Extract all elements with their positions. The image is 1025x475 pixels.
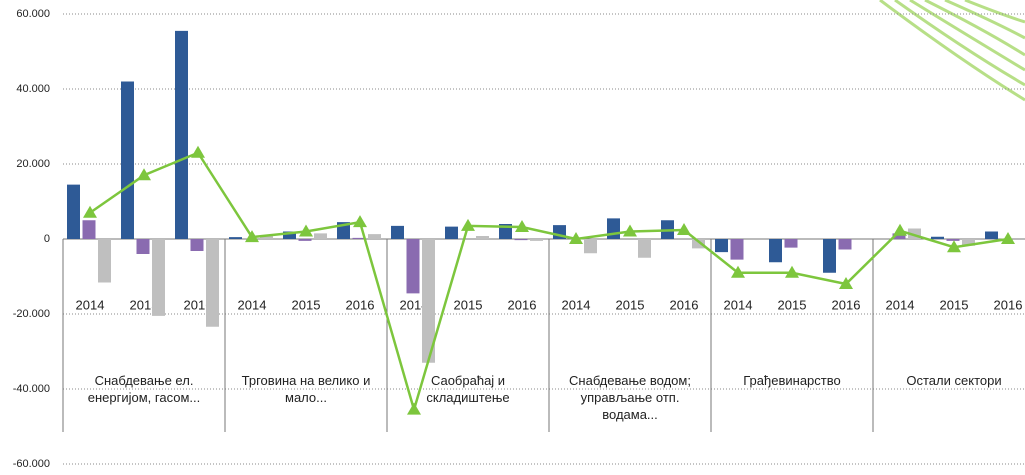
bar <box>892 233 906 239</box>
bar <box>298 239 312 241</box>
y-tick-label: 20.000 <box>16 158 50 170</box>
x-tick-label: 2016 <box>670 297 699 312</box>
bar <box>283 231 296 239</box>
bar <box>206 239 219 327</box>
deco-arc <box>944 0 1025 40</box>
marker <box>515 220 529 232</box>
bar <box>607 218 620 239</box>
group-label: Грађевинарство <box>743 373 841 388</box>
marker <box>785 265 799 278</box>
bar <box>476 236 489 239</box>
bar <box>352 237 366 239</box>
deco-arc <box>879 0 1025 102</box>
bar <box>638 239 651 258</box>
bar <box>784 239 798 248</box>
bar <box>121 81 134 239</box>
bar <box>769 239 782 263</box>
marker <box>947 240 961 253</box>
bar <box>136 239 150 254</box>
bar <box>67 184 80 239</box>
marker <box>1001 232 1015 244</box>
y-tick-label: 0 <box>44 233 50 245</box>
bar <box>908 228 921 239</box>
bar <box>260 236 273 239</box>
y-tick-label: -60.000 <box>13 458 50 470</box>
y-tick-label: -40.000 <box>13 383 50 395</box>
x-tick-label: 2014 <box>238 297 267 312</box>
deco-arc <box>909 0 1025 72</box>
marker <box>839 277 853 289</box>
bar <box>391 225 404 239</box>
marker <box>461 218 475 231</box>
bar <box>514 239 528 241</box>
marker <box>245 230 259 243</box>
bar <box>445 226 458 239</box>
marker <box>893 223 907 236</box>
x-tick-label: 2015 <box>940 297 969 312</box>
bar <box>530 239 543 241</box>
x-tick-label: 2016 <box>346 297 375 312</box>
x-tick-label: 2014 <box>886 297 915 312</box>
marker <box>299 224 313 237</box>
bar <box>692 239 705 249</box>
marker <box>83 205 97 218</box>
x-tick-label: 2014 <box>400 297 429 312</box>
x-tick-label: 2015 <box>130 297 159 312</box>
marker <box>353 215 367 228</box>
marker <box>191 145 205 158</box>
bar <box>406 239 420 294</box>
bar <box>823 239 836 273</box>
group-label: Снабдевање ел. енергијом, гасом... <box>87 373 201 405</box>
bar <box>946 239 960 241</box>
bar <box>422 239 435 363</box>
x-tick-label: 2015 <box>454 297 483 312</box>
bar <box>931 236 944 239</box>
marker <box>677 223 691 235</box>
bar <box>229 237 242 239</box>
group-label: Трговина на велико и мало... <box>241 373 371 405</box>
marker <box>731 265 745 278</box>
bar <box>368 234 381 239</box>
marker <box>623 224 637 237</box>
bar <box>715 239 728 253</box>
x-tick-label: 2014 <box>76 297 105 312</box>
bar <box>175 30 188 239</box>
marker <box>407 402 421 415</box>
marker <box>569 232 583 244</box>
x-tick-label: 2016 <box>832 297 861 312</box>
y-tick-label: -20.000 <box>13 308 50 320</box>
x-tick-label: 2016 <box>184 297 213 312</box>
decoration <box>879 0 1025 102</box>
deco-arc <box>894 0 1025 87</box>
x-tick-label: 2016 <box>994 297 1023 312</box>
bar <box>730 239 744 260</box>
group-label: Саобраћај и складиштење <box>426 373 510 405</box>
marker <box>137 168 151 181</box>
bar <box>190 239 204 251</box>
deco-arc <box>964 0 1025 24</box>
bar <box>82 220 96 239</box>
x-tick-label: 2015 <box>292 297 321 312</box>
x-tick-label: 2014 <box>562 297 591 312</box>
y-tick-label: 60.000 <box>16 8 50 20</box>
line <box>89 151 1009 415</box>
x-tick-label: 2014 <box>724 297 753 312</box>
group-label: Остали сектори <box>906 373 1002 388</box>
bar <box>838 239 852 250</box>
x-tick-label: 2015 <box>778 297 807 312</box>
deco-arc <box>924 0 1025 57</box>
bar <box>962 239 975 246</box>
bar <box>152 239 165 316</box>
bar <box>314 233 327 239</box>
y-tick-label: 40.000 <box>16 83 50 95</box>
bar <box>985 231 998 239</box>
bar <box>584 239 597 254</box>
x-tick-label: 2016 <box>508 297 537 312</box>
bar <box>98 239 111 283</box>
x-tick-label: 2015 <box>616 297 645 312</box>
group-label: Снабдевање водом; управљање отп. водама.… <box>569 373 691 422</box>
